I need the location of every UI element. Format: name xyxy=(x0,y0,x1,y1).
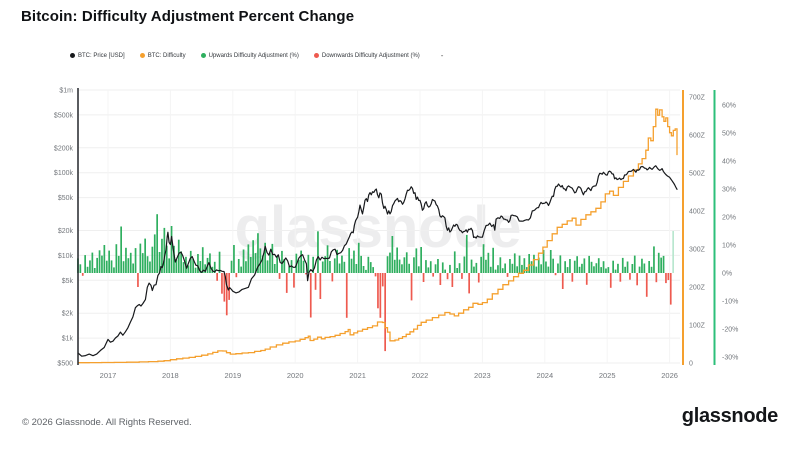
svg-text:$100k: $100k xyxy=(54,170,74,177)
legend: BTC: Price [USD] BTC: Difficulty Upwards… xyxy=(70,51,443,60)
svg-text:$1k: $1k xyxy=(62,336,74,343)
legend-item-btc-difficulty[interactable]: BTC: Difficulty xyxy=(139,52,186,59)
svg-text:2025: 2025 xyxy=(599,371,616,380)
svg-text:$10k: $10k xyxy=(58,253,74,260)
svg-text:$500: $500 xyxy=(57,361,73,368)
svg-text:$50k: $50k xyxy=(58,195,74,202)
svg-text:60%: 60% xyxy=(722,103,736,110)
glassnode-logo: glassnode xyxy=(681,405,779,427)
svg-text:2023: 2023 xyxy=(474,371,491,380)
svg-text:$2k: $2k xyxy=(62,311,74,318)
svg-text:-20%: -20% xyxy=(722,327,738,334)
svg-text:20%: 20% xyxy=(722,215,736,222)
svg-text:0: 0 xyxy=(689,361,693,368)
svg-text:-30%: -30% xyxy=(722,355,738,362)
svg-text:600Z: 600Z xyxy=(689,133,706,140)
legend-overflow-dash[interactable]: - xyxy=(440,51,444,60)
svg-text:300Z: 300Z xyxy=(689,247,706,254)
svg-text:2019: 2019 xyxy=(224,371,241,380)
svg-text:0%: 0% xyxy=(722,271,732,278)
svg-text:200Z: 200Z xyxy=(689,285,706,292)
legend-label-downwards-adjustment: Downwards Difficulty Adjustment (%) xyxy=(321,52,420,59)
legend-label-btc-difficulty: BTC: Difficulty xyxy=(147,52,186,59)
legend-item-upwards-adjustment[interactable]: Upwards Difficulty Adjustment (%) xyxy=(200,52,299,59)
price-series-dot-icon xyxy=(70,53,75,58)
svg-text:$1m: $1m xyxy=(59,88,73,95)
svg-text:2022: 2022 xyxy=(412,371,429,380)
svg-text:40%: 40% xyxy=(722,159,736,166)
svg-text:-10%: -10% xyxy=(722,299,738,306)
svg-text:2017: 2017 xyxy=(100,371,117,380)
copyright-text: © 2026 Glassnode. All Rights Reserved. xyxy=(22,417,192,428)
legend-item-btc-price[interactable]: BTC: Price [USD] xyxy=(70,53,125,59)
svg-text:$200k: $200k xyxy=(54,145,74,152)
svg-text:$500k: $500k xyxy=(54,112,74,119)
svg-text:400Z: 400Z xyxy=(689,209,706,216)
legend-label-btc-price: BTC: Price [USD] xyxy=(78,52,125,59)
svg-text:50%: 50% xyxy=(722,131,736,138)
svg-text:30%: 30% xyxy=(722,187,736,194)
svg-text:2026: 2026 xyxy=(661,371,678,380)
glassnode-watermark: glassnode xyxy=(234,195,522,260)
svg-text:2024: 2024 xyxy=(536,371,553,380)
svg-text:10%: 10% xyxy=(722,243,736,250)
svg-text:2020: 2020 xyxy=(287,371,304,380)
downwards-series-dot-icon xyxy=(313,53,319,58)
svg-text:700Z: 700Z xyxy=(689,95,706,102)
svg-text:$20k: $20k xyxy=(58,228,74,235)
page-title: Bitcoin: Difficulty Adjustment Percent C… xyxy=(21,8,355,25)
legend-label-upwards-adjustment: Upwards Difficulty Adjustment (%) xyxy=(208,52,299,59)
svg-text:100Z: 100Z xyxy=(689,323,706,330)
svg-text:2021: 2021 xyxy=(349,371,366,380)
svg-text:2018: 2018 xyxy=(162,371,179,380)
svg-text:500Z: 500Z xyxy=(689,171,706,178)
legend-item-downwards-adjustment[interactable]: Downwards Difficulty Adjustment (%) xyxy=(313,52,420,59)
svg-text:$5k: $5k xyxy=(62,278,74,285)
upwards-series-dot-icon xyxy=(200,53,206,58)
difficulty-series-dot-icon xyxy=(139,53,145,58)
